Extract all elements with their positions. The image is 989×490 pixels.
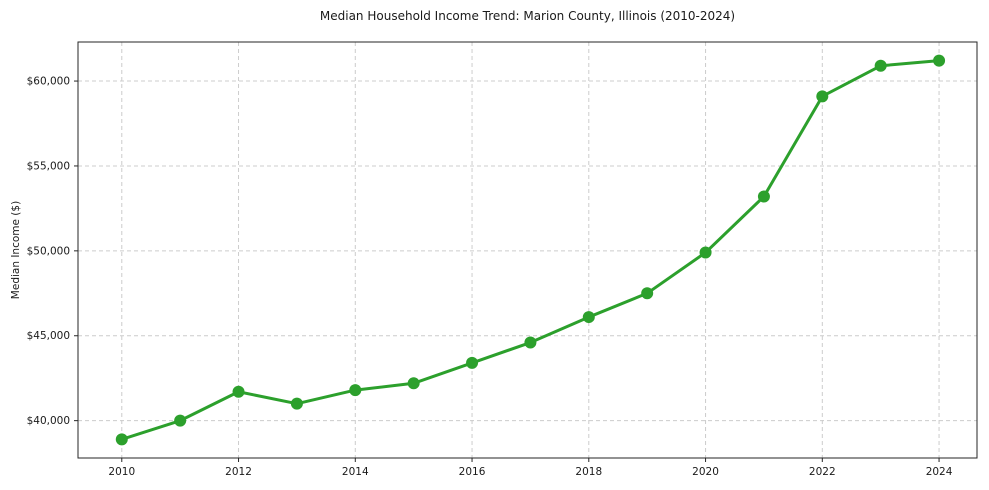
data-point-2011	[174, 414, 187, 427]
y-tick-label: $55,000	[27, 160, 70, 172]
x-tick-label: 2014	[342, 466, 369, 478]
data-point-2012	[232, 385, 245, 398]
data-point-2021	[757, 190, 770, 203]
x-tick-label: 2012	[225, 466, 252, 478]
data-point-2019	[641, 287, 654, 300]
income-trend-line	[120, 59, 941, 441]
data-point-2010	[115, 433, 128, 446]
y-tick-label: $45,000	[27, 330, 70, 342]
data-point-2013	[290, 397, 303, 410]
y-tick-label: $60,000	[27, 76, 70, 88]
data-point-2017	[524, 336, 537, 349]
chart-title: Median Household Income Trend: Marion Co…	[319, 9, 736, 23]
x-tick-label: 2022	[809, 466, 836, 478]
x-tick-label: 2024	[926, 466, 953, 478]
x-tick-label: 2016	[459, 466, 486, 478]
data-point-2015	[407, 377, 420, 390]
data-point-2020	[699, 246, 712, 259]
data-point-2016	[466, 356, 479, 369]
x-tick-label: 2010	[108, 466, 135, 478]
data-point-2018	[582, 311, 595, 324]
data-point-2022	[816, 90, 829, 103]
y-tick-label: $50,000	[27, 245, 70, 257]
x-tick-label: 2020	[692, 466, 719, 478]
data-point-2024	[933, 54, 946, 67]
plot-border	[77, 41, 978, 459]
data-point-2023	[874, 59, 887, 72]
x-tick-label: 2018	[575, 466, 602, 478]
data-point-2014	[349, 384, 362, 397]
y-tick-label: $40,000	[27, 415, 70, 427]
